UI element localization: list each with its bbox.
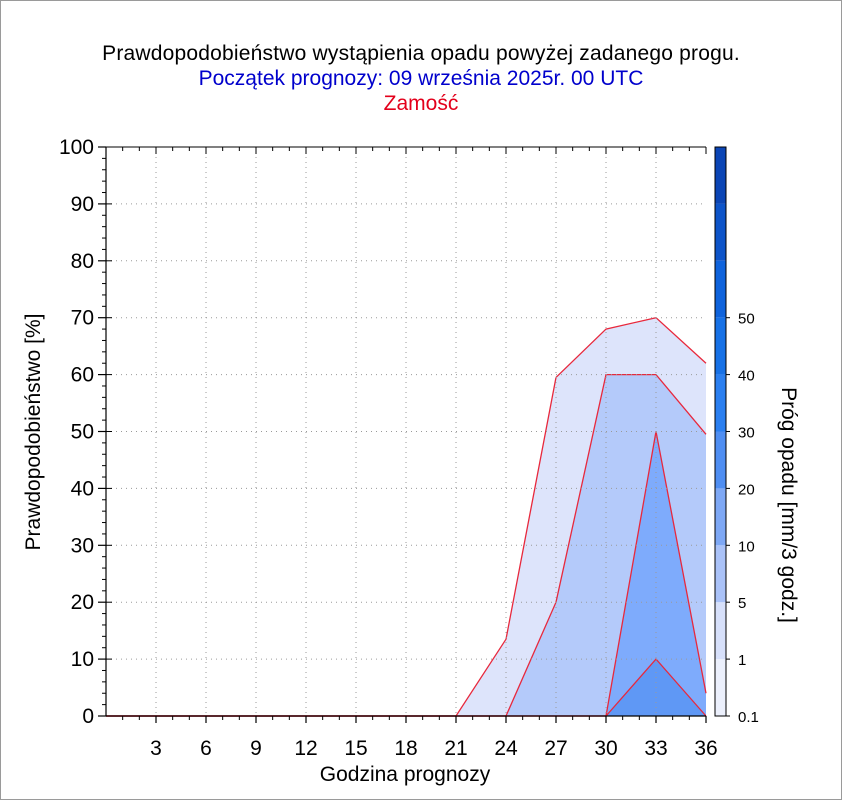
x-tick-label: 6 — [200, 737, 212, 760]
x-tick-label: 30 — [594, 737, 617, 760]
x-tick-label: 27 — [544, 737, 567, 760]
x-tick-label: 15 — [344, 737, 367, 760]
y-tick-label: 50 — [71, 421, 94, 444]
y-tick-label: 30 — [71, 534, 94, 557]
series-area-10 — [106, 659, 706, 716]
colorbar-tick-label: 5 — [738, 595, 746, 612]
colorbar-tick-label: 0.1 — [738, 709, 759, 726]
y-tick-label: 70 — [71, 307, 94, 330]
x-tick-label: 18 — [394, 737, 417, 760]
colorbar-segment — [715, 431, 726, 489]
colorbar-tick-label: 50 — [738, 311, 755, 328]
y-tick-label: 10 — [71, 648, 94, 671]
location-title: Zamość — [383, 92, 459, 115]
colorbar-segment — [715, 659, 726, 716]
colorbar-segment — [715, 488, 726, 546]
forecast-start-subtitle: Początek prognozy: 09 września 2025r. 00… — [198, 67, 644, 90]
x-tick-label: 21 — [444, 737, 467, 760]
colorbar-segment — [715, 317, 726, 375]
colorbar-segment — [715, 260, 726, 318]
chart-title: Prawdopodobieństwo wystąpienia opadu pow… — [102, 42, 740, 65]
colorbar-tick-label: 1 — [738, 652, 746, 669]
y-tick-label: 60 — [71, 364, 94, 387]
x-tick-label: 9 — [250, 737, 262, 760]
colorbar-label: Próg opadu [mm/3 godz.] — [777, 387, 800, 623]
colorbar-tick-label: 10 — [738, 538, 755, 555]
x-axis-label: Godzina prognozy — [320, 763, 491, 786]
series-area-1 — [106, 374, 706, 716]
y-tick-label: 20 — [71, 591, 94, 614]
colorbar-segment — [715, 374, 726, 432]
x-tick-label: 12 — [294, 737, 317, 760]
colorbar-segment — [715, 545, 726, 603]
y-tick-label: 80 — [71, 250, 94, 273]
colorbar-tick-label: 30 — [738, 425, 755, 442]
x-tick-label: 33 — [644, 737, 667, 760]
y-axis-label: Prawdopodobieństwo [%] — [22, 314, 45, 551]
colorbar-segment — [715, 147, 726, 204]
colorbar-tick-label: 20 — [738, 481, 755, 498]
x-tick-label: 24 — [494, 737, 518, 760]
colorbar-segment — [715, 602, 726, 660]
y-tick-label: 40 — [71, 477, 94, 500]
colorbar-segment — [715, 203, 726, 261]
x-tick-label: 3 — [150, 737, 162, 760]
y-tick-label: 90 — [71, 193, 94, 216]
x-tick-label: 36 — [694, 737, 717, 760]
colorbar-tick-label: 40 — [738, 368, 755, 385]
y-tick-label: 100 — [59, 136, 94, 159]
y-tick-label: 0 — [82, 705, 94, 728]
